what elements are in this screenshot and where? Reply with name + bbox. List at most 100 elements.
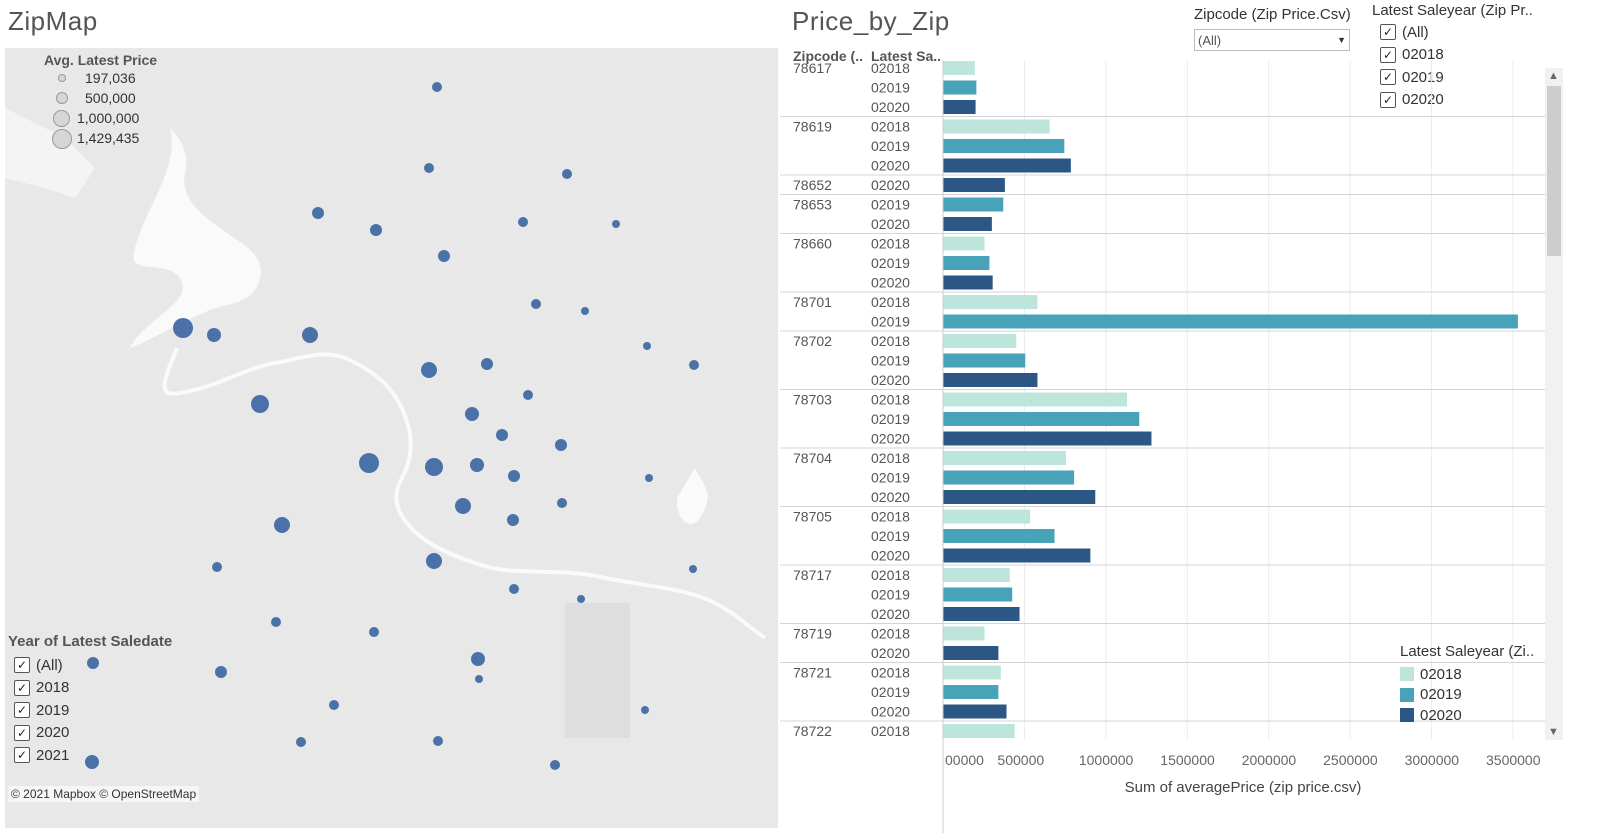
zip-marker[interactable] [302,327,318,343]
zip-marker[interactable] [523,390,533,400]
checkbox-icon[interactable]: ✓ [14,747,30,764]
scroll-thumb[interactable] [1547,86,1561,256]
bar[interactable] [943,275,993,290]
bar[interactable] [943,724,1015,738]
zip-marker[interactable] [481,358,493,370]
bar[interactable] [943,236,985,251]
bar[interactable] [943,529,1055,543]
bar[interactable] [943,139,1065,153]
bar[interactable] [943,178,1005,192]
zip-marker[interactable] [550,760,560,770]
vertical-scrollbar[interactable]: ▲ ▼ [1545,68,1563,740]
zip-marker[interactable] [470,458,484,472]
scroll-down-icon[interactable]: ▼ [1548,726,1559,738]
zip-marker[interactable] [518,217,528,227]
checkbox-icon[interactable]: ✓ [1380,24,1396,41]
saleyear-option-02020[interactable]: ✓ 02020 [1372,89,1533,112]
zip-marker[interactable] [455,498,471,514]
bar[interactable] [943,548,1091,563]
zip-marker[interactable] [173,318,193,338]
zip-marker[interactable] [296,737,306,747]
bar[interactable] [943,314,1518,329]
bar[interactable] [943,490,1096,504]
filter-option-2021[interactable]: ✓ 2021 [8,744,172,767]
bar[interactable] [943,217,992,231]
zip-marker[interactable] [85,755,99,769]
bar[interactable] [943,665,1001,680]
bar-chart[interactable]: 78617 02018 02019 02020 78619 02018 02019 02020… [780,60,1545,833]
zip-marker[interactable] [271,617,281,627]
zip-marker[interactable] [531,299,541,309]
zip-marker[interactable] [509,584,519,594]
zip-marker[interactable] [215,666,227,678]
zip-marker[interactable] [359,453,379,473]
zip-marker[interactable] [424,163,434,173]
checkbox-icon[interactable]: ✓ [14,679,30,696]
filter-option-2019[interactable]: ✓ 2019 [8,699,172,722]
zip-marker[interactable] [507,514,519,526]
zip-marker[interactable] [312,207,324,219]
zip-marker[interactable] [212,562,222,572]
saleyear-option-02018[interactable]: ✓ 02018 [1372,44,1533,67]
bar[interactable] [943,626,985,641]
zipcode-dropdown[interactable]: (All) ▼ [1194,29,1350,51]
bar[interactable] [943,158,1071,173]
zip-marker[interactable] [508,470,520,482]
zip-marker[interactable] [557,498,567,508]
zip-marker[interactable] [329,700,339,710]
dropdown-arrow-icon[interactable]: ▼ [1337,35,1346,45]
zip-marker[interactable] [369,627,379,637]
zip-marker[interactable] [87,657,99,669]
bar[interactable] [943,256,990,270]
legend-item[interactable]: 02019 [1400,685,1534,706]
zip-marker[interactable] [274,517,290,533]
bar[interactable] [943,295,1038,309]
checkbox-icon[interactable]: ✓ [1380,91,1396,108]
zip-marker[interactable] [421,362,437,378]
zip-marker[interactable] [643,342,651,350]
bar[interactable] [943,100,976,114]
zip-marker[interactable] [471,652,485,666]
zip-marker[interactable] [465,407,479,421]
bar[interactable] [943,353,1026,368]
bar[interactable] [943,61,975,75]
map-view[interactable] [5,48,778,828]
checkbox-icon[interactable]: ✓ [1380,69,1396,86]
filter-option-2018[interactable]: ✓ 2018 [8,677,172,700]
filter-option-all[interactable]: ✓ (All) [8,654,172,677]
filter-option-2020[interactable]: ✓ 2020 [8,722,172,745]
bar[interactable] [943,80,977,95]
bar[interactable] [943,685,999,699]
zip-marker[interactable] [433,736,443,746]
bar[interactable] [943,568,1010,582]
column-header-saleyear[interactable]: Latest Sa.. [871,48,942,64]
zip-marker[interactable] [581,307,589,315]
zip-marker[interactable] [612,220,620,228]
saleyear-option-all[interactable]: ✓ (All) [1372,21,1533,44]
zip-marker[interactable] [432,82,442,92]
bar[interactable] [943,607,1020,621]
checkbox-icon[interactable]: ✓ [1380,46,1396,63]
bar[interactable] [943,392,1128,407]
map-markers[interactable] [5,48,778,828]
zip-marker[interactable] [689,360,699,370]
bar[interactable] [943,334,1017,348]
zip-marker[interactable] [496,429,508,441]
bar[interactable] [943,373,1038,387]
zip-marker[interactable] [370,224,382,236]
checkbox-icon[interactable]: ✓ [14,724,30,741]
bar[interactable] [943,412,1140,426]
bar[interactable] [943,509,1031,524]
zip-marker[interactable] [475,675,483,683]
zip-marker[interactable] [562,169,572,179]
zip-marker[interactable] [426,553,442,569]
checkbox-icon[interactable]: ✓ [14,702,30,719]
zip-marker[interactable] [555,439,567,451]
zip-marker[interactable] [207,328,221,342]
legend-item[interactable]: 02020 [1400,705,1534,726]
saleyear-option-02019[interactable]: ✓ 02019 [1372,66,1533,89]
zip-marker[interactable] [689,565,697,573]
zip-marker[interactable] [641,706,649,714]
scroll-up-icon[interactable]: ▲ [1548,70,1559,82]
zip-marker[interactable] [438,250,450,262]
